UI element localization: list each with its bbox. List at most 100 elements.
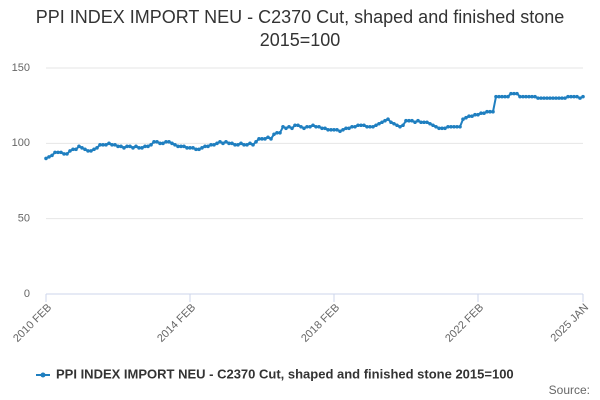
point [365, 124, 369, 129]
point [326, 127, 330, 132]
point [506, 94, 510, 99]
point [581, 94, 585, 99]
point [191, 146, 195, 150]
point [515, 91, 519, 96]
point [275, 130, 279, 135]
point [467, 114, 471, 119]
point [392, 121, 396, 126]
point [140, 146, 144, 150]
point [77, 144, 81, 149]
point [485, 109, 489, 114]
point [563, 96, 567, 100]
point [410, 118, 414, 123]
point [443, 126, 447, 131]
point [164, 140, 168, 144]
point [311, 123, 315, 128]
point [110, 143, 114, 147]
y-tick-label: 0 [24, 288, 30, 300]
point [149, 143, 153, 147]
point [125, 144, 129, 149]
point [83, 147, 87, 152]
point [215, 141, 219, 146]
point [524, 94, 528, 99]
y-tick-label: 100 [12, 137, 30, 149]
point [371, 124, 375, 129]
point [518, 94, 522, 99]
point [239, 141, 243, 146]
point [437, 126, 441, 131]
point [95, 146, 99, 150]
point [59, 150, 63, 155]
point [131, 146, 135, 150]
point [293, 123, 297, 128]
point [203, 144, 207, 149]
point [197, 147, 201, 152]
point [545, 96, 549, 100]
point [230, 141, 234, 146]
point [188, 146, 192, 150]
point [278, 130, 282, 135]
point [308, 124, 312, 129]
point [407, 118, 411, 123]
point [89, 149, 93, 153]
point [296, 123, 300, 128]
point [404, 118, 408, 123]
point [572, 94, 576, 99]
point [266, 135, 270, 140]
y-tick-label: 150 [12, 62, 30, 74]
legend-label: PPI INDEX IMPORT NEU - C2370 Cut, shaped… [56, 366, 514, 381]
point [458, 124, 462, 129]
point [62, 152, 66, 156]
point [503, 94, 507, 99]
point [476, 112, 480, 117]
point [554, 96, 558, 100]
point [413, 120, 417, 125]
point [272, 132, 276, 137]
point [113, 143, 117, 147]
point [86, 149, 90, 153]
point [359, 123, 363, 128]
point [236, 143, 240, 147]
point [209, 143, 213, 147]
source: Source: [549, 383, 590, 397]
point [245, 143, 249, 147]
point [422, 120, 426, 125]
point [566, 94, 570, 99]
point [395, 123, 399, 128]
point [290, 126, 294, 131]
point [509, 91, 513, 96]
point [533, 94, 537, 99]
point [446, 124, 450, 129]
point [281, 124, 285, 129]
point [380, 120, 384, 125]
point [539, 96, 543, 100]
point [128, 144, 132, 149]
point [251, 143, 255, 147]
point [338, 129, 342, 134]
x-tick-label: 2014 FEB [155, 302, 198, 345]
point [488, 109, 492, 114]
point [146, 144, 150, 149]
point [470, 114, 474, 119]
point [74, 147, 78, 152]
point [449, 124, 453, 129]
point [440, 126, 444, 131]
point [92, 147, 96, 152]
point [377, 121, 381, 126]
point [107, 141, 111, 146]
point [551, 96, 555, 100]
point [218, 140, 222, 144]
point [158, 141, 162, 146]
point [368, 124, 372, 129]
point [464, 115, 468, 120]
point [455, 124, 459, 129]
point [344, 126, 348, 131]
point [155, 140, 159, 144]
point [167, 140, 171, 144]
x-tick-label: 2010 FEB [11, 302, 54, 345]
point [530, 94, 534, 99]
point [521, 94, 525, 99]
point [320, 126, 324, 131]
point [461, 117, 465, 122]
